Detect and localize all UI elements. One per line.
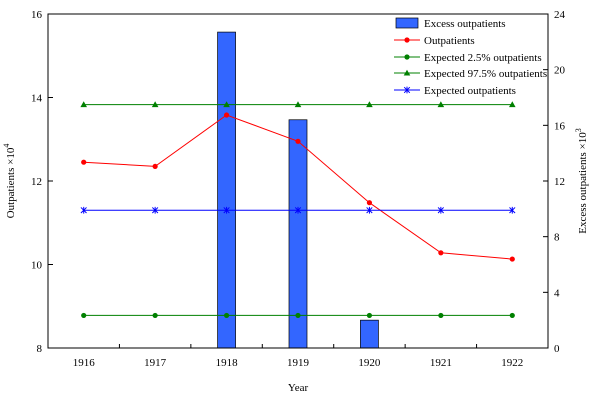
y-axis-right-title: Excess outpatients ×103 <box>574 128 589 234</box>
y-right-tick-label-12: 12 <box>554 176 565 188</box>
ticks-layer: 8 10 12 14 16 0 4 8 12 16 20 24 1916 1917 1918 1919 1920… <box>31 9 566 369</box>
series-0-point-1921 <box>438 250 444 256</box>
x-tick-label-1917: 1917 <box>144 357 167 369</box>
series-3-point-1921 <box>437 206 445 214</box>
y-axis-left-title-exponent: 4 <box>2 144 11 148</box>
legend-marker-expected-2-5 <box>404 54 410 60</box>
series-0-point-1916 <box>81 159 87 165</box>
series-1-point-1919 <box>295 312 301 319</box>
series-0-point-1922 <box>509 256 515 262</box>
x-tick-label-1919: 1919 <box>287 357 310 369</box>
series-2-point-1922 <box>508 101 516 108</box>
series-2-point-1920 <box>366 101 373 108</box>
y-axis-right-title-group: Excess outpatients ×103 <box>574 128 589 234</box>
series-3-point-1916 <box>80 206 87 214</box>
legend-label-outpatients: Outpatients <box>424 35 475 47</box>
legend-label-expected: Expected outpatients <box>424 85 516 97</box>
y-right-tick-label-24: 24 <box>554 9 566 21</box>
x-tick-label-1916: 1916 <box>73 357 96 369</box>
bar-1918 <box>217 31 236 349</box>
series-2-point-1919 <box>294 101 302 108</box>
series-3-point-1922 <box>509 206 516 214</box>
y-right-tick-label-16: 16 <box>554 120 566 132</box>
legend: Excess outpatients Outpatients Expected … <box>394 17 547 97</box>
series-1-point-1921 <box>438 312 444 319</box>
y-axis-left-title-group: Outpatients ×104 <box>2 144 17 219</box>
series-2-point-1916 <box>80 101 88 108</box>
y-left-tick-label-10: 10 <box>31 260 43 272</box>
series-0-point-1919 <box>295 138 301 144</box>
x-tick-label-1918: 1918 <box>216 357 239 369</box>
y-right-tick-label-8: 8 <box>554 232 560 244</box>
y-right-tick-label-0: 0 <box>554 343 560 355</box>
legend-marker-expected-97-5 <box>403 69 411 76</box>
y-axis-right-title-text: Excess outpatients ×10 <box>577 132 589 234</box>
series-3-point-1919 <box>294 206 302 214</box>
legend-label-expected-2-5: Expected 2.5% outpatients <box>424 52 542 64</box>
series-0-point-1920 <box>366 200 373 206</box>
x-tick-label-1922: 1922 <box>501 357 523 369</box>
bar-1920 <box>360 319 379 349</box>
y-left-tick-label-16: 16 <box>31 9 43 21</box>
legend-marker-outpatients <box>404 37 410 43</box>
series-1-point-1917 <box>152 312 158 319</box>
y-left-tick-label-14: 14 <box>31 93 43 105</box>
y-axis-right-title-exponent: 3 <box>574 128 583 132</box>
legend-label-excess: Excess outpatients <box>424 18 506 30</box>
x-axis-title: Year <box>288 382 309 394</box>
series-1-point-1922 <box>509 312 515 319</box>
series-0-point-1918 <box>223 112 230 118</box>
series-3-point-1917 <box>151 206 159 214</box>
legend-swatch-bar <box>395 17 419 29</box>
series-2-point-1917 <box>151 101 159 108</box>
lines-layer <box>80 101 516 319</box>
series-3-point-1918 <box>223 206 230 214</box>
bars-layer <box>217 31 379 349</box>
series-1-point-1920 <box>366 312 373 319</box>
x-tick-label-1920: 1920 <box>358 357 381 369</box>
series-2-point-1918 <box>223 101 230 108</box>
series-2-point-1921 <box>437 101 445 108</box>
y-axis-left-title-text: Outpatients ×10 <box>5 147 17 218</box>
y-left-tick-label-12: 12 <box>31 176 42 188</box>
y-right-tick-label-4: 4 <box>554 287 560 299</box>
series-0-point-1917 <box>152 163 158 169</box>
legend-label-expected-97-5: Expected 97.5% outpatients <box>424 68 547 80</box>
series-1-point-1918 <box>223 312 230 319</box>
y-axis-left-title: Outpatients ×104 <box>2 144 17 219</box>
series-3-point-1920 <box>366 206 373 214</box>
x-tick-label-1921: 1921 <box>430 357 452 369</box>
y-right-tick-label-20: 20 <box>554 65 566 77</box>
series-1-point-1916 <box>81 312 87 319</box>
legend-marker-expected <box>403 86 411 94</box>
y-left-tick-label-8: 8 <box>37 343 43 355</box>
